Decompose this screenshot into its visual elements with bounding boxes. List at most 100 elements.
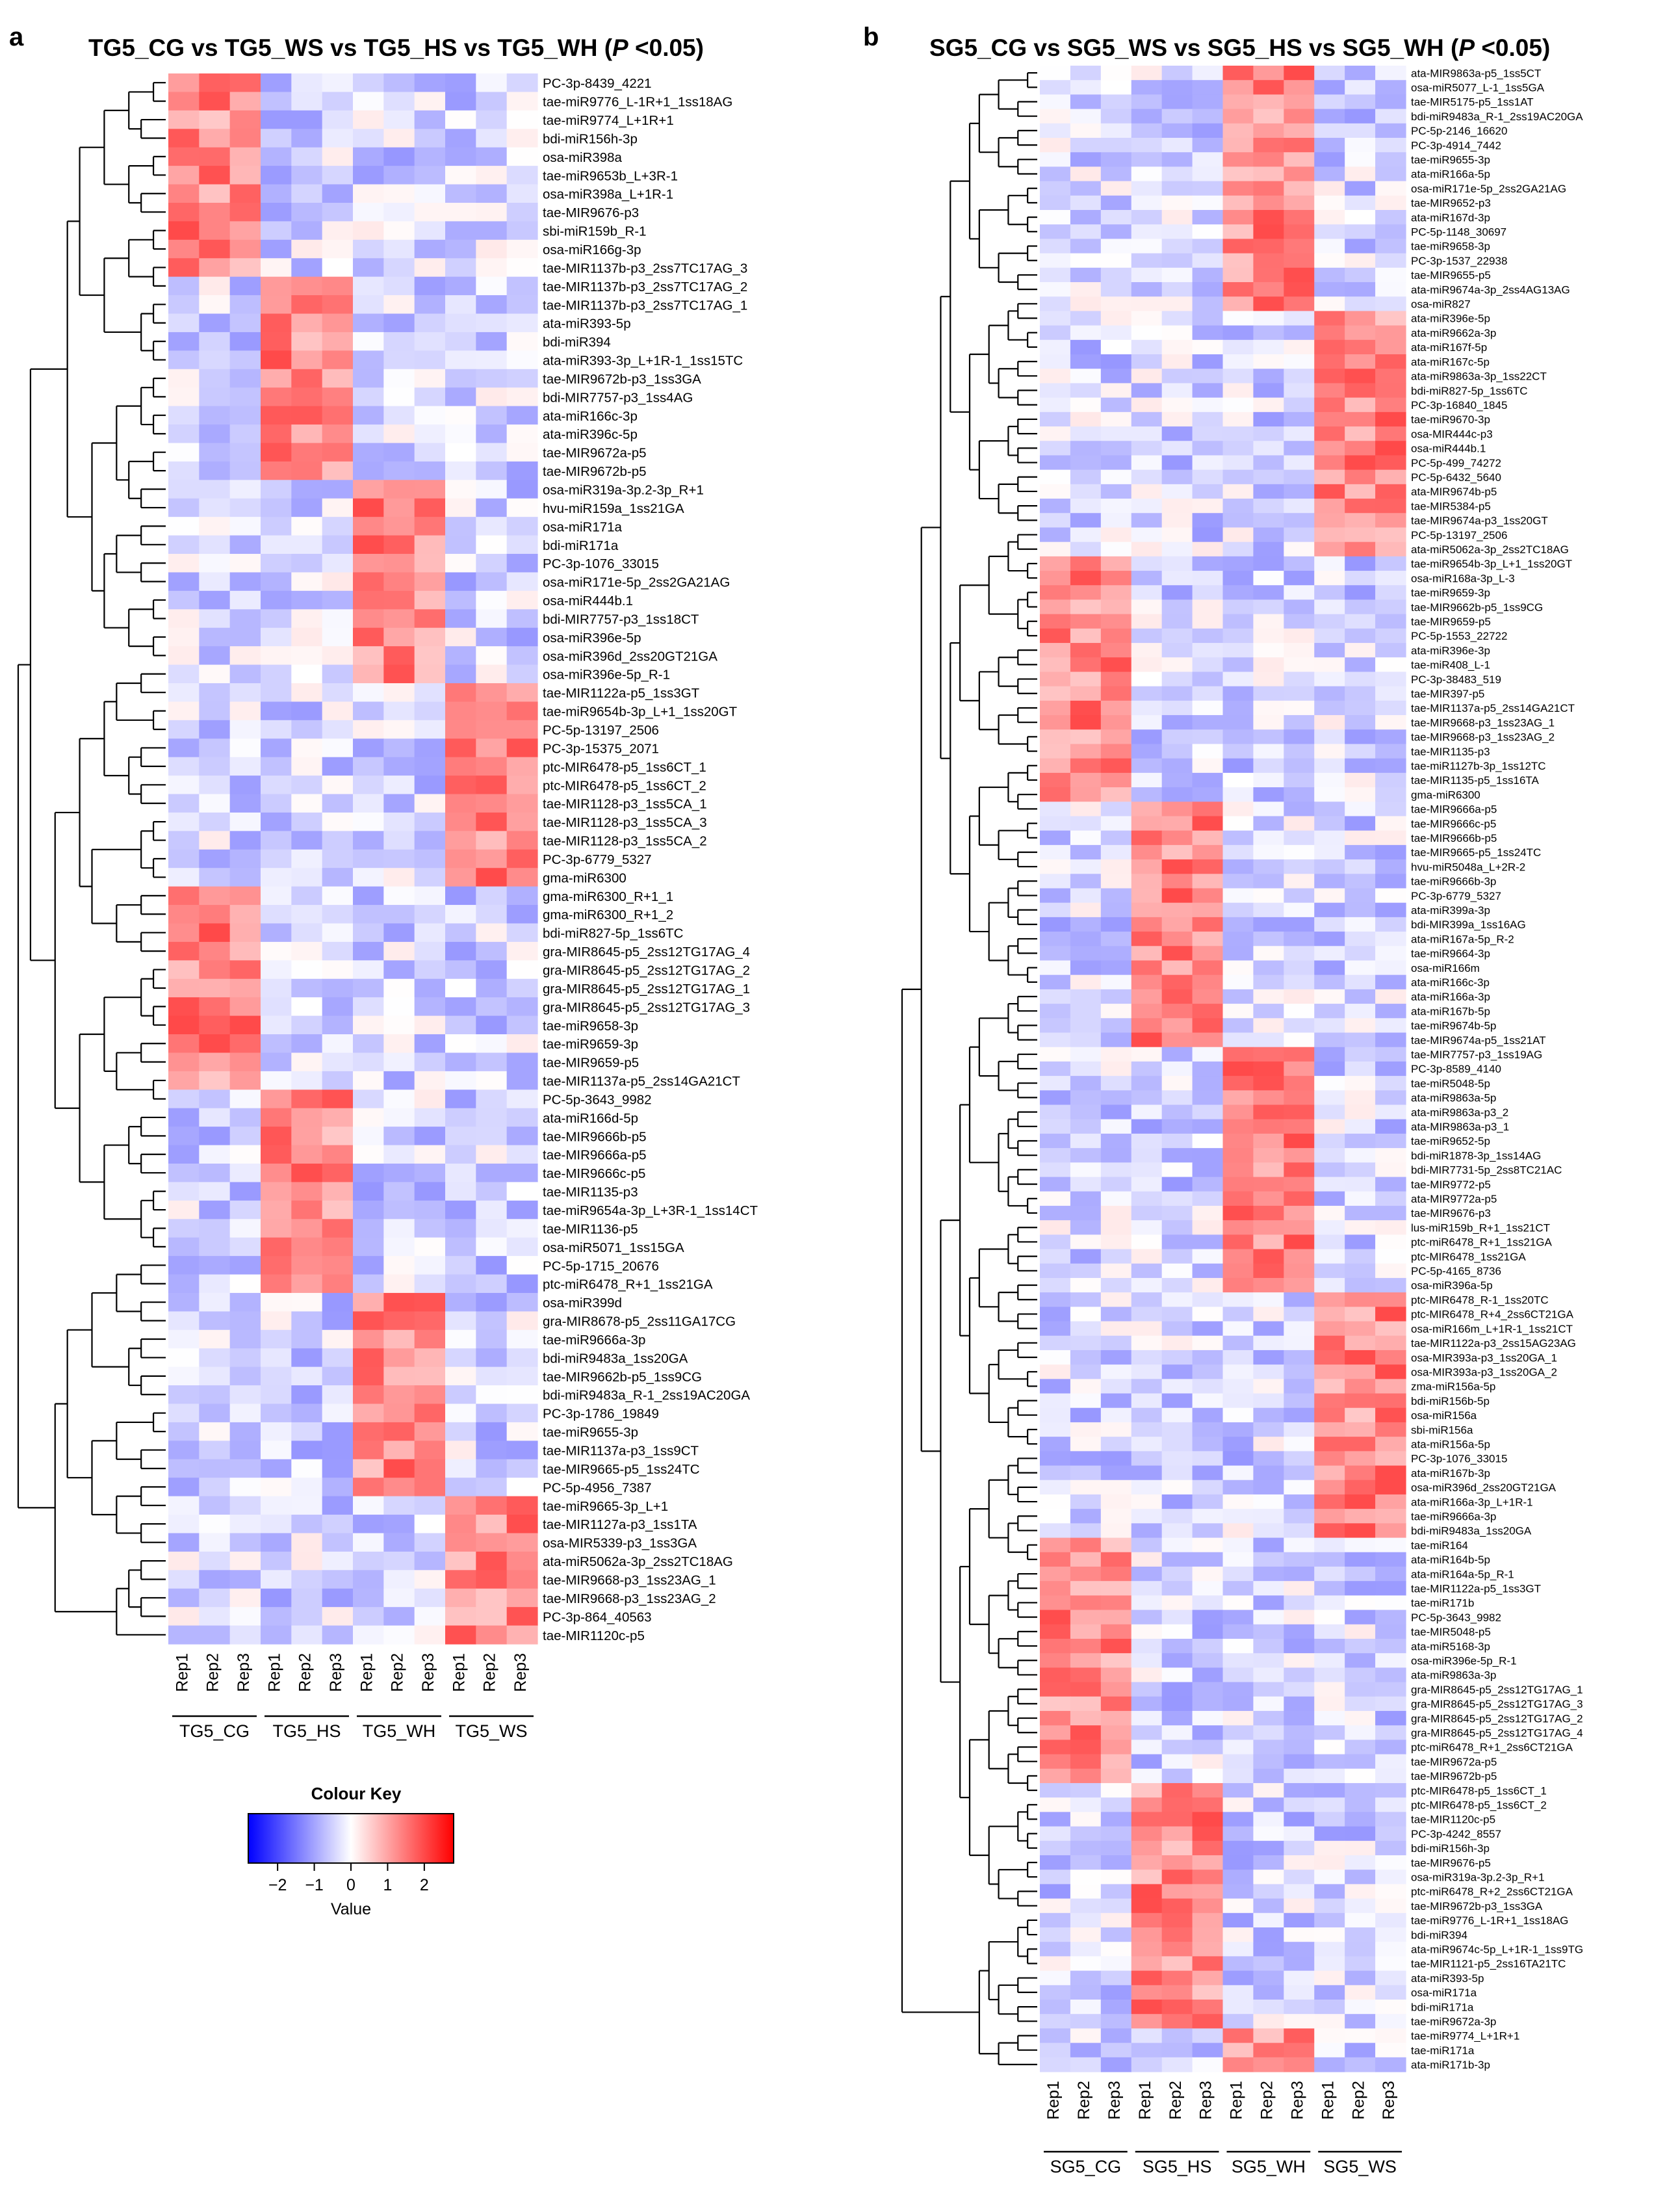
heatmap-cell [1131, 859, 1163, 874]
heatmap-cell [1040, 614, 1071, 629]
heatmap-cell [506, 92, 538, 111]
heatmap-cell [1040, 1653, 1071, 1668]
heatmap-cell [1314, 1638, 1345, 1654]
heatmap-cell [1222, 469, 1254, 485]
row-label: osa-miR396e-5p [543, 631, 641, 646]
heatmap-cell [1040, 1884, 1071, 1899]
heatmap-cell [1314, 411, 1345, 427]
heatmap-cell [1100, 2028, 1132, 2044]
heatmap-cell [414, 1089, 446, 1109]
heatmap-cell [1284, 1004, 1315, 1019]
heatmap-cell [291, 1515, 323, 1534]
heatmap-cell [229, 812, 261, 831]
row-label: tae-miR5048-5p [1411, 1077, 1490, 1089]
heatmap-cell [1253, 1335, 1284, 1351]
heatmap-cell [1375, 1523, 1406, 1539]
heatmap-cell [1100, 844, 1132, 860]
heatmap-cell [1222, 628, 1254, 644]
heatmap-cell [1070, 1797, 1102, 1812]
heatmap-cell [1131, 1942, 1163, 1957]
heatmap-cell [1314, 1249, 1345, 1264]
heatmap-cell [383, 461, 415, 480]
heatmap-cell [261, 794, 292, 813]
heatmap-cell [1314, 1754, 1345, 1769]
heatmap-cell [1284, 859, 1315, 874]
heatmap-cell [1375, 354, 1406, 369]
heatmap-cell [445, 572, 476, 592]
heatmap-cell [1314, 1970, 1345, 1986]
heatmap-cell [1131, 628, 1163, 644]
heatmap-cell [1070, 499, 1102, 514]
heatmap-cell [261, 92, 292, 111]
heatmap-cell [1253, 1119, 1284, 1134]
heatmap-cell [1284, 1566, 1315, 1582]
heatmap-cell [168, 1441, 200, 1460]
heatmap-cell [1161, 1782, 1193, 1798]
heatmap-cell [1314, 1292, 1345, 1307]
heatmap-cell [261, 129, 292, 148]
heatmap-cell [1284, 397, 1315, 413]
heatmap-cell [1222, 354, 1254, 369]
heatmap-cell [1284, 1148, 1315, 1163]
heatmap-cell [1222, 1667, 1254, 1683]
heatmap-cell [1192, 1220, 1224, 1235]
heatmap-cell [1314, 1004, 1345, 1019]
heatmap-cell [1070, 311, 1102, 326]
heatmap-cell [445, 978, 476, 998]
heatmap-cell [1192, 541, 1224, 557]
heatmap-cell [506, 1403, 538, 1423]
heatmap-cell [1375, 1696, 1406, 1712]
heatmap-cell [1131, 1610, 1163, 1625]
heatmap-cell [168, 276, 200, 296]
heatmap-cell [1222, 2057, 1254, 2072]
heatmap-cell [1345, 830, 1376, 846]
heatmap-cell [353, 554, 384, 573]
heatmap-cell [229, 923, 261, 943]
heatmap-cell [1192, 1133, 1224, 1149]
heatmap-cell [383, 1570, 415, 1589]
heatmap-cell [1253, 1422, 1284, 1437]
heatmap-cell [1100, 1884, 1132, 1899]
heatmap-cell [1222, 1898, 1254, 1914]
heatmap-cell [1345, 138, 1376, 153]
heatmap-cell [168, 1052, 200, 1072]
heatmap-cell [199, 738, 231, 758]
heatmap-cell [291, 1145, 323, 1164]
heatmap-cell [1131, 1090, 1163, 1106]
heatmap-cell [322, 1403, 354, 1423]
heatmap-cell [414, 849, 446, 868]
heatmap-cell [1131, 932, 1163, 946]
heatmap-cell [1375, 1956, 1406, 1972]
heatmap-cell [229, 646, 261, 666]
heatmap-cell [1222, 411, 1254, 427]
heatmap-cell [261, 923, 292, 943]
heatmap-cell [1070, 1970, 1102, 1986]
group-label: SG5_WH [1232, 2157, 1306, 2176]
heatmap-cell [1375, 1090, 1406, 1106]
heatmap-cell [1040, 1610, 1071, 1625]
heatmap-cell [1284, 2057, 1315, 2072]
heatmap-cell [1253, 830, 1284, 846]
heatmap-cell [1131, 441, 1163, 456]
heatmap-cell [1314, 758, 1345, 774]
row-label: gma-miR6300 [1411, 789, 1480, 801]
heatmap-cell [445, 110, 476, 129]
heatmap-cell [291, 1274, 323, 1294]
heatmap-cell [322, 184, 354, 203]
heatmap-cell [1284, 1667, 1315, 1683]
heatmap-cell [1253, 1379, 1284, 1394]
heatmap-cell [414, 701, 446, 721]
heatmap-cell [383, 92, 415, 111]
heatmap-cell [445, 590, 476, 610]
heatmap-cell [476, 1219, 508, 1238]
row-label: gra-MIR8645-p5_2ss12TG17AG_2 [1411, 1712, 1583, 1725]
heatmap-cell [1100, 1667, 1132, 1683]
heatmap-cell [1314, 527, 1345, 543]
heatmap-cell [476, 646, 508, 666]
heatmap-cell [1253, 1133, 1284, 1149]
row-label: tae-MIR9672b-p5 [1411, 1770, 1497, 1782]
heatmap-cell [1314, 844, 1345, 860]
heatmap-cell [1345, 1696, 1376, 1712]
row-label: ata-miR9863a-3p [1411, 1669, 1496, 1682]
heatmap-cell [1375, 1234, 1406, 1250]
